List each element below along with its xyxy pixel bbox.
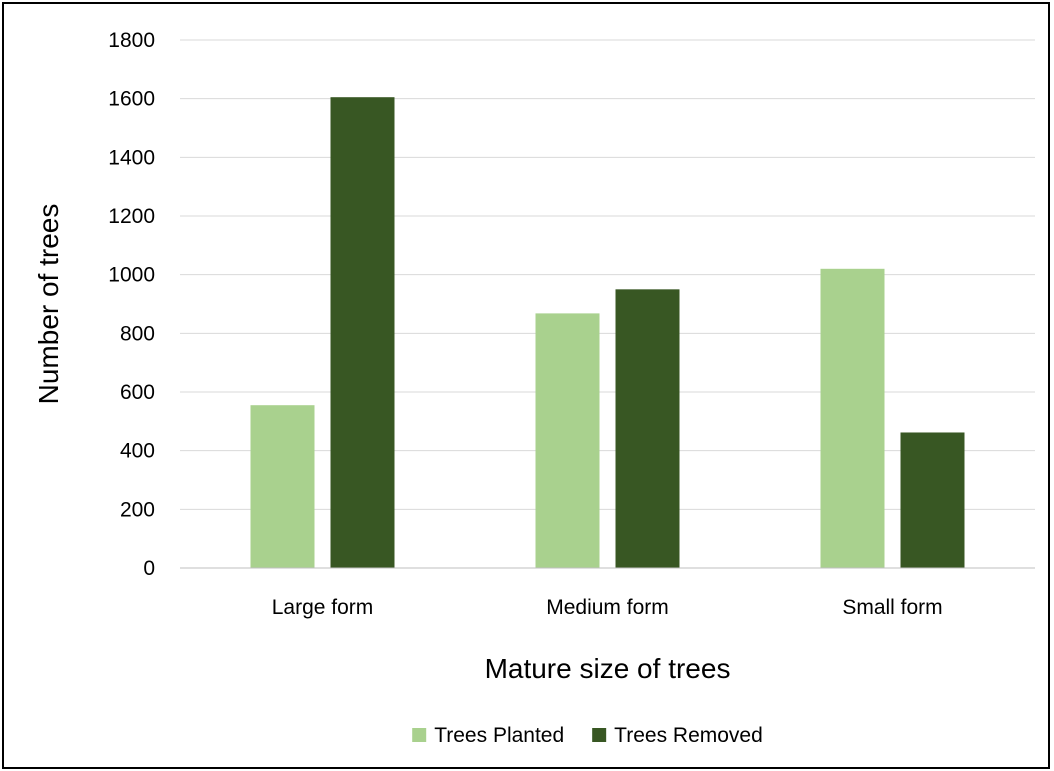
legend-swatch-trees-removed — [592, 728, 607, 742]
y-axis-ticks: 0 200 400 600 800 1000 1200 1400 1600 1800 — [108, 29, 155, 580]
bar-trees-removed — [900, 432, 965, 568]
legend-label: Trees Planted — [434, 724, 564, 747]
bar-trees-planted — [820, 268, 885, 568]
x-axis-ticks: Large form Medium form Small form — [272, 596, 943, 619]
x-tick-label: Small form — [842, 596, 942, 619]
y-tick-label: 1600 — [108, 88, 155, 111]
y-tick-label: 0 — [143, 557, 155, 580]
y-tick-label: 1200 — [108, 205, 155, 228]
y-axis-title: Number of trees — [33, 204, 64, 405]
y-tick-label: 200 — [120, 498, 155, 521]
bar-trees-planted — [535, 313, 600, 568]
y-tick-label: 1000 — [108, 264, 155, 287]
bar-trees-planted — [250, 405, 315, 568]
y-tick-label: 800 — [120, 322, 155, 345]
legend-swatch-trees-planted — [412, 728, 427, 742]
bar-trees-removed — [615, 289, 680, 568]
bar-trees-removed — [330, 97, 395, 568]
legend-label: Trees Removed — [614, 724, 763, 747]
x-axis-title: Mature size of trees — [485, 653, 731, 684]
x-tick-label: Medium form — [546, 596, 669, 619]
x-tick-label: Large form — [272, 596, 374, 619]
legend: Trees Planted Trees Removed — [412, 724, 763, 747]
y-tick-label: 1400 — [108, 146, 155, 169]
gridlines — [180, 39, 1035, 510]
bars — [250, 97, 965, 568]
y-tick-label: 400 — [120, 440, 155, 463]
y-tick-label: 600 — [120, 381, 155, 404]
y-tick-label: 1800 — [108, 29, 155, 52]
